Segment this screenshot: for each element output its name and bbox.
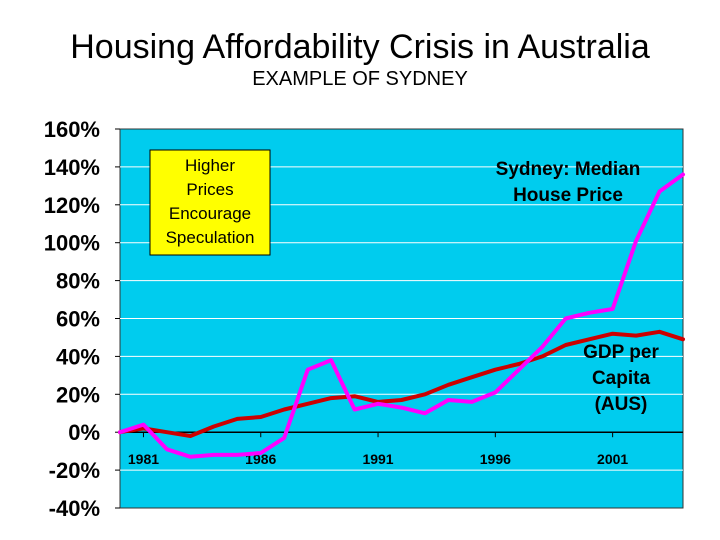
callout-background [149, 149, 271, 256]
chart-title: Housing Affordability Crisis in Australi… [70, 28, 650, 66]
gdp-label-line: (AUS) [595, 394, 648, 415]
x-tick-label: 1991 [362, 451, 393, 467]
series-group [118, 172, 685, 459]
gdp-per-capita-aus-line [118, 329, 685, 438]
y-tick-label: 140% [44, 155, 100, 180]
y-tick-label: 100% [44, 231, 100, 256]
y-tick-label: 80% [56, 269, 100, 294]
y-tick-label: -20% [49, 458, 100, 483]
house-price-label-line: Sydney: Median [496, 159, 641, 180]
sydney-median-house-price-line [118, 172, 685, 459]
y-tick-label: 20% [56, 382, 100, 407]
x-tick-label: 1981 [128, 451, 159, 467]
gdp-label-line: Capita [592, 368, 651, 389]
callout-line: Higher [185, 156, 235, 175]
y-tick-label: 0% [68, 420, 100, 445]
callout-line: Encourage [169, 204, 251, 223]
y-tick-label: -40% [49, 496, 100, 521]
y-axis-ticks: 160% 140% 120% 100% 80% 60% 40% 20% 0% -20% -40% [44, 117, 120, 521]
house-price-label-line: House Price [513, 185, 623, 206]
callout-line: Speculation [166, 228, 255, 247]
x-axis-ticks: 1981 1986 1991 1996 2001 [128, 432, 628, 467]
x-tick-label: 1996 [480, 451, 511, 467]
y-tick-label: 120% [44, 193, 100, 218]
series-labels: Sydney: Median House Price GDP per Capita (A… [496, 159, 660, 415]
y-tick-label: 60% [56, 307, 100, 332]
y-tick-label: 40% [56, 344, 100, 369]
callout-box: Higher Prices Encourage Speculation [149, 149, 271, 256]
x-tick-label: 2001 [597, 451, 628, 467]
y-tick-label: 160% [44, 117, 100, 142]
callout-line: Prices [186, 180, 233, 199]
chart-subtitle: EXAMPLE OF SYDNEY [252, 68, 468, 90]
gdp-label-line: GDP per [583, 342, 659, 363]
